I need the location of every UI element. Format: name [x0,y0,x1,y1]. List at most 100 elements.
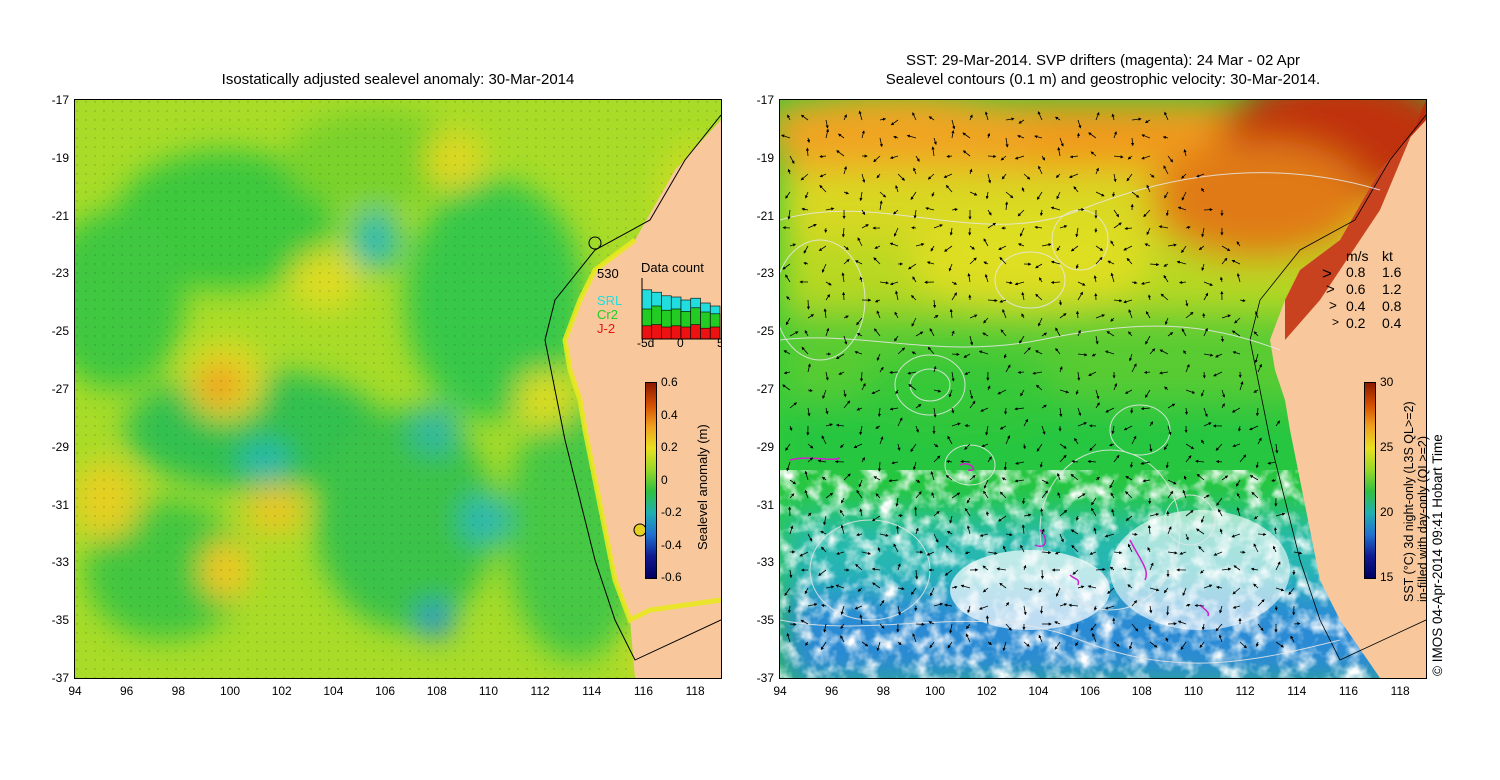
y-tick-label: -23 [756,266,774,281]
x-tick-label: 114 [582,684,602,698]
y-tick-label: -23 [51,266,69,281]
velocity-legend-row: >0.8 1.6 [1318,264,1426,283]
x-tick-label: 100 [925,684,946,698]
colorbar-tick-label: -0.6 [661,570,682,584]
colorbar-tick-label: 0.2 [661,440,678,454]
velocity-arrow-icon: > [1332,315,1340,329]
velocity-ms: 0.6 [1346,281,1366,297]
right-panel-title-line2: Sealevel contours (0.1 m) and geostrophi… [885,71,1321,88]
x-tick-label: 94 [773,684,787,698]
y-tick-label: -35 [51,613,69,628]
y-tick-label: -37 [756,671,774,685]
y-tick-label: -27 [51,382,69,396]
x-tick-label: 106 [375,684,396,698]
velocity-legend-header: kt [1382,248,1393,264]
y-tick-label: -17 [756,93,774,107]
y-tick-label: -19 [51,150,69,165]
data-count-histogram [641,278,721,340]
x-tick-label: 94 [68,684,82,698]
x-tick-label: 104 [323,684,344,698]
x-tick-label: 96 [119,684,134,698]
sst-map-graphic [780,100,1426,678]
histogram-x-tick: 5 [717,336,721,350]
y-tick-label: -25 [756,324,774,339]
velocity-ms: 0.4 [1346,298,1366,314]
x-tick-label: 96 [824,684,839,698]
velocity-legend: m/s kt >0.8 1.6 >0.6 1.2 >0.4 0.8 >0.2 0.4 [1318,248,1426,338]
x-tick-label: 118 [1390,684,1410,698]
y-tick-label: -35 [756,613,774,628]
right-map-frame [779,99,1427,679]
x-tick-label: 98 [876,684,891,698]
y-tick-label: -21 [51,208,69,223]
y-tick-label: -29 [756,439,774,454]
legend-entry-srl: SRL [597,293,623,308]
legend-entry-j-2: J-2 [597,321,616,336]
y-tick-label: -33 [756,555,774,570]
x-tick-label: 108 [426,684,447,698]
data-count-x-axis: -5d 0 5 [637,336,721,352]
histogram-x-tick: -5d [637,336,655,350]
colorbar-tick-label: 0.4 [661,407,678,422]
x-tick-label: 114 [1287,684,1307,698]
right-panel-title-line1: SST: 29-Mar-2014. SVP drifters (magenta)… [905,52,1301,69]
y-tick-label: -25 [51,324,69,339]
y-tick-label: -31 [756,497,774,512]
imos-credit: © IMOS 04-Apr-2014 09:41 Hobart Time [1430,434,1445,676]
geostrophic-velocity-vectors [781,110,1303,652]
velocity-kt: 0.8 [1382,298,1402,314]
colorbar-tick-label: 20 [1380,505,1394,519]
colorbar-tick-label: -0.2 [661,505,682,519]
legend-entry-cr2: Cr2 [597,307,618,322]
y-tick-label: -21 [756,208,774,223]
y-tick-label: -27 [756,382,774,396]
velocity-legend-header: m/s [1346,248,1369,264]
sealevel-colorbar-ramp [645,382,657,579]
x-tick-label: 104 [1028,684,1049,698]
x-tick-label: 110 [1183,684,1204,698]
colorbar-tick-label: -0.4 [661,537,682,552]
left-panel-title: Isostatically adjusted sealevel anomaly:… [221,71,575,88]
histogram-x-tick: 0 [677,336,684,350]
y-tick-label: -37 [51,671,69,685]
velocity-ms: 0.2 [1346,315,1366,331]
y-tick-label: -19 [756,150,774,165]
sealevel-map-graphic [75,100,721,678]
left-map-frame [74,99,722,679]
velocity-ms: 0.8 [1346,264,1366,280]
x-tick-label: 110 [478,684,499,698]
x-tick-label: 116 [1338,684,1359,698]
sst-map: m/s kt >0.8 1.6 >0.6 1.2 >0.4 0.8 >0.2 0.4 30 25 2… [780,100,1426,678]
y-tick-label: -17 [51,93,69,107]
velocity-legend-row: >0.4 0.8 [1318,298,1426,314]
x-tick-label: 118 [685,684,705,698]
colorbar-tick-label: 0 [661,472,668,487]
colorbar-tick-label: 30 [1380,375,1394,389]
x-tick-label: 102 [976,684,997,698]
colorbar-tick-label: 15 [1380,570,1394,584]
velocity-kt: 0.4 [1382,315,1402,331]
sealevel-anomaly-map: 530 Data count SRL Cr2 J-2 -5d 0 5 0.6 0.4 0.2… [75,100,721,678]
velocity-kt: 1.2 [1382,281,1402,297]
sealevel-colorbar: 0.6 0.4 0.2 0 -0.2 -0.4 -0.6 Sealevel anomaly … [645,375,721,584]
x-tick-label: 112 [530,684,550,698]
sst-colorbar-ramp [1364,382,1376,579]
svp-drifter-tracks [789,457,1210,617]
x-tick-label: 100 [220,684,241,698]
land-mass [565,100,721,678]
data-count-value: 530 [597,266,619,281]
y-tick-label: -33 [51,555,69,570]
data-count-legend: SRL Cr2 J-2 [597,294,622,336]
x-tick-label: 116 [633,684,654,698]
velocity-legend-row: >0.6 1.2 [1318,281,1426,298]
velocity-arrow-icon: > [1322,264,1332,283]
x-tick-label: 108 [1131,684,1152,698]
land-mass [1270,100,1426,678]
y-tick-label: -31 [51,497,69,512]
x-tick-label: 102 [271,684,292,698]
station-marker [588,236,602,250]
colorbar-tick-label: 0.6 [661,375,678,389]
y-tick-label: -29 [51,439,69,454]
x-tick-label: 112 [1235,684,1255,698]
velocity-kt: 1.6 [1382,264,1402,280]
